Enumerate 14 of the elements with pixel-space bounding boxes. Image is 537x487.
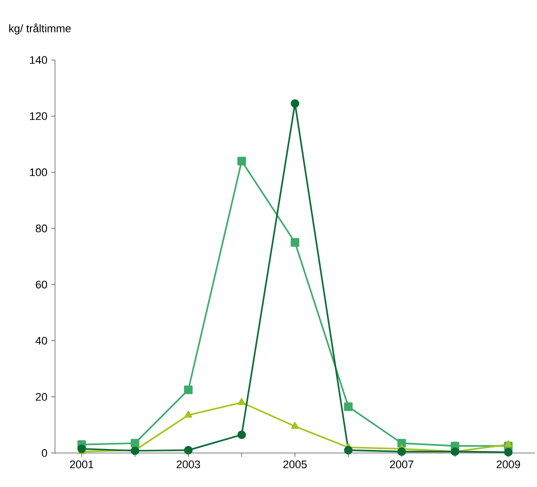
x-tick-label: 2005 bbox=[283, 460, 307, 468]
y-tick-label: 100 bbox=[30, 168, 48, 176]
y-tick-label: 80 bbox=[36, 224, 48, 232]
y-tick-label: 140 bbox=[30, 56, 48, 64]
x-tick-label: 2001 bbox=[70, 460, 94, 468]
y-tick-label: 0 bbox=[42, 449, 48, 457]
y-axis-title: kg/ tråltimme bbox=[9, 23, 71, 34]
y-tick-label: 20 bbox=[36, 392, 48, 401]
x-tick-label: 2007 bbox=[390, 460, 414, 468]
y-tick-label: 40 bbox=[36, 336, 48, 345]
y-tick-label: 120 bbox=[30, 112, 48, 120]
y-tick-label: 60 bbox=[36, 280, 48, 288]
x-tick-label: 2009 bbox=[496, 460, 520, 468]
x-tick-label: 2003 bbox=[176, 460, 200, 468]
